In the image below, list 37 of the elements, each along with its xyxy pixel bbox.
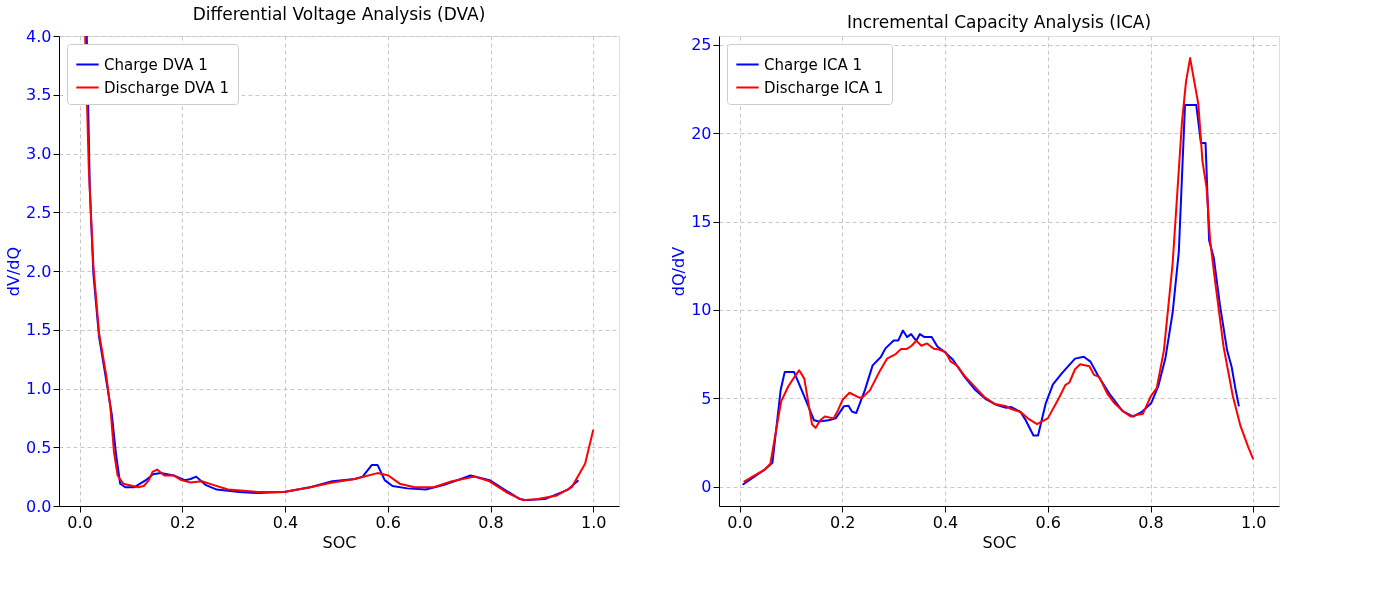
x-tick-label: 0.0 <box>67 512 93 532</box>
x-tick-label: 1.0 <box>1241 512 1267 532</box>
x-tick-label: 0.0 <box>727 512 753 532</box>
legend-label: Charge DVA 1 <box>104 55 208 74</box>
x-axis-title: SOC <box>322 532 357 552</box>
y-axis-title: dV/dQ <box>4 246 24 297</box>
y-tick-label: 2.0 <box>26 261 52 281</box>
chart-title: Differential Voltage Analysis (DVA) <box>192 4 486 24</box>
y-tick-label: 3.0 <box>26 144 52 163</box>
x-tick-label: 0.2 <box>170 512 196 532</box>
y-tick-label: 4.0 <box>26 26 52 46</box>
y-axis-title: dQ/dV <box>669 246 689 297</box>
y-tick-label: 1.0 <box>26 379 52 398</box>
legend-label: Discharge DVA 1 <box>104 78 230 97</box>
x-tick-label: 0.4 <box>932 512 959 532</box>
y-tick-label: 0.0 <box>26 496 52 516</box>
y-tick-label: 2.5 <box>26 202 52 222</box>
x-tick-label: 0.6 <box>375 512 402 532</box>
y-tick-label: 0.5 <box>26 437 52 457</box>
x-tick-label: 0.2 <box>830 512 856 532</box>
chart-title: Incremental Capacity Analysis (ICA) <box>846 12 1152 32</box>
x-tick-label: 0.8 <box>1138 512 1164 532</box>
x-tick-label: 0.8 <box>478 512 504 532</box>
y-tick-label: 3.5 <box>26 85 52 105</box>
y-tick-label: 20 <box>691 123 712 143</box>
y-tick-label: 10 <box>691 300 712 320</box>
x-axis-title: SOC <box>982 532 1017 552</box>
y-tick-label: 1.5 <box>26 320 52 340</box>
y-tick-label: 15 <box>691 212 712 232</box>
y-tick-label: 0 <box>701 477 712 497</box>
y-tick-label: 5 <box>701 388 712 408</box>
legend-label: Charge ICA 1 <box>764 55 863 74</box>
legend-label: Discharge ICA 1 <box>764 78 884 97</box>
x-tick-label: 1.0 <box>581 512 607 532</box>
x-tick-label: 0.4 <box>272 512 299 532</box>
y-tick-label: 25 <box>691 35 712 55</box>
x-tick-label: 0.6 <box>1035 512 1062 532</box>
